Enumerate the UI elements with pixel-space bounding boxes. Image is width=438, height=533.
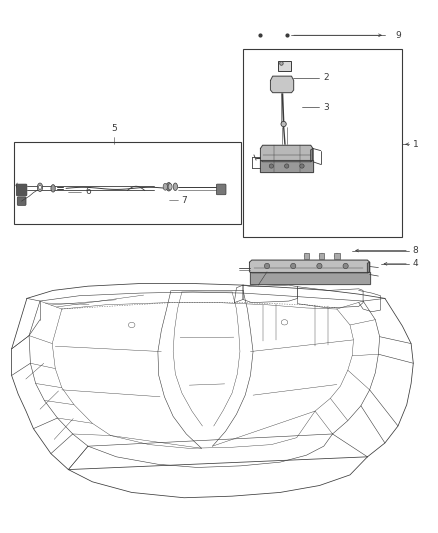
Ellipse shape — [300, 164, 304, 168]
FancyBboxPatch shape — [278, 61, 291, 71]
Text: 5: 5 — [111, 124, 117, 133]
Ellipse shape — [37, 183, 42, 191]
FancyBboxPatch shape — [17, 197, 26, 205]
Text: 3: 3 — [323, 102, 329, 111]
Ellipse shape — [281, 122, 286, 127]
Bar — [14, 142, 241, 224]
Ellipse shape — [317, 263, 322, 269]
Bar — [304, 253, 309, 259]
Bar — [319, 253, 324, 259]
Polygon shape — [261, 160, 313, 172]
Ellipse shape — [163, 183, 167, 190]
Polygon shape — [311, 149, 313, 162]
Ellipse shape — [281, 320, 288, 325]
Ellipse shape — [39, 185, 41, 189]
FancyBboxPatch shape — [216, 184, 226, 195]
Ellipse shape — [290, 263, 296, 269]
Ellipse shape — [285, 164, 289, 168]
Text: 2: 2 — [323, 73, 329, 82]
Ellipse shape — [269, 164, 274, 168]
Ellipse shape — [168, 183, 172, 190]
Polygon shape — [367, 262, 370, 273]
Polygon shape — [250, 272, 370, 284]
Text: 7: 7 — [181, 196, 187, 205]
Polygon shape — [250, 260, 370, 273]
Text: 1: 1 — [413, 140, 418, 149]
Ellipse shape — [166, 182, 171, 191]
Ellipse shape — [51, 184, 55, 192]
Bar — [334, 253, 339, 259]
Polygon shape — [271, 76, 293, 93]
Ellipse shape — [280, 62, 283, 65]
Ellipse shape — [173, 183, 177, 190]
Ellipse shape — [265, 263, 270, 269]
Bar — [243, 49, 403, 237]
Ellipse shape — [343, 263, 348, 269]
Ellipse shape — [128, 322, 135, 328]
Text: 8: 8 — [413, 246, 418, 255]
FancyBboxPatch shape — [16, 184, 27, 196]
Text: 4: 4 — [413, 260, 418, 268]
Text: 9: 9 — [395, 31, 401, 40]
Polygon shape — [261, 146, 313, 162]
Text: 6: 6 — [85, 187, 91, 196]
